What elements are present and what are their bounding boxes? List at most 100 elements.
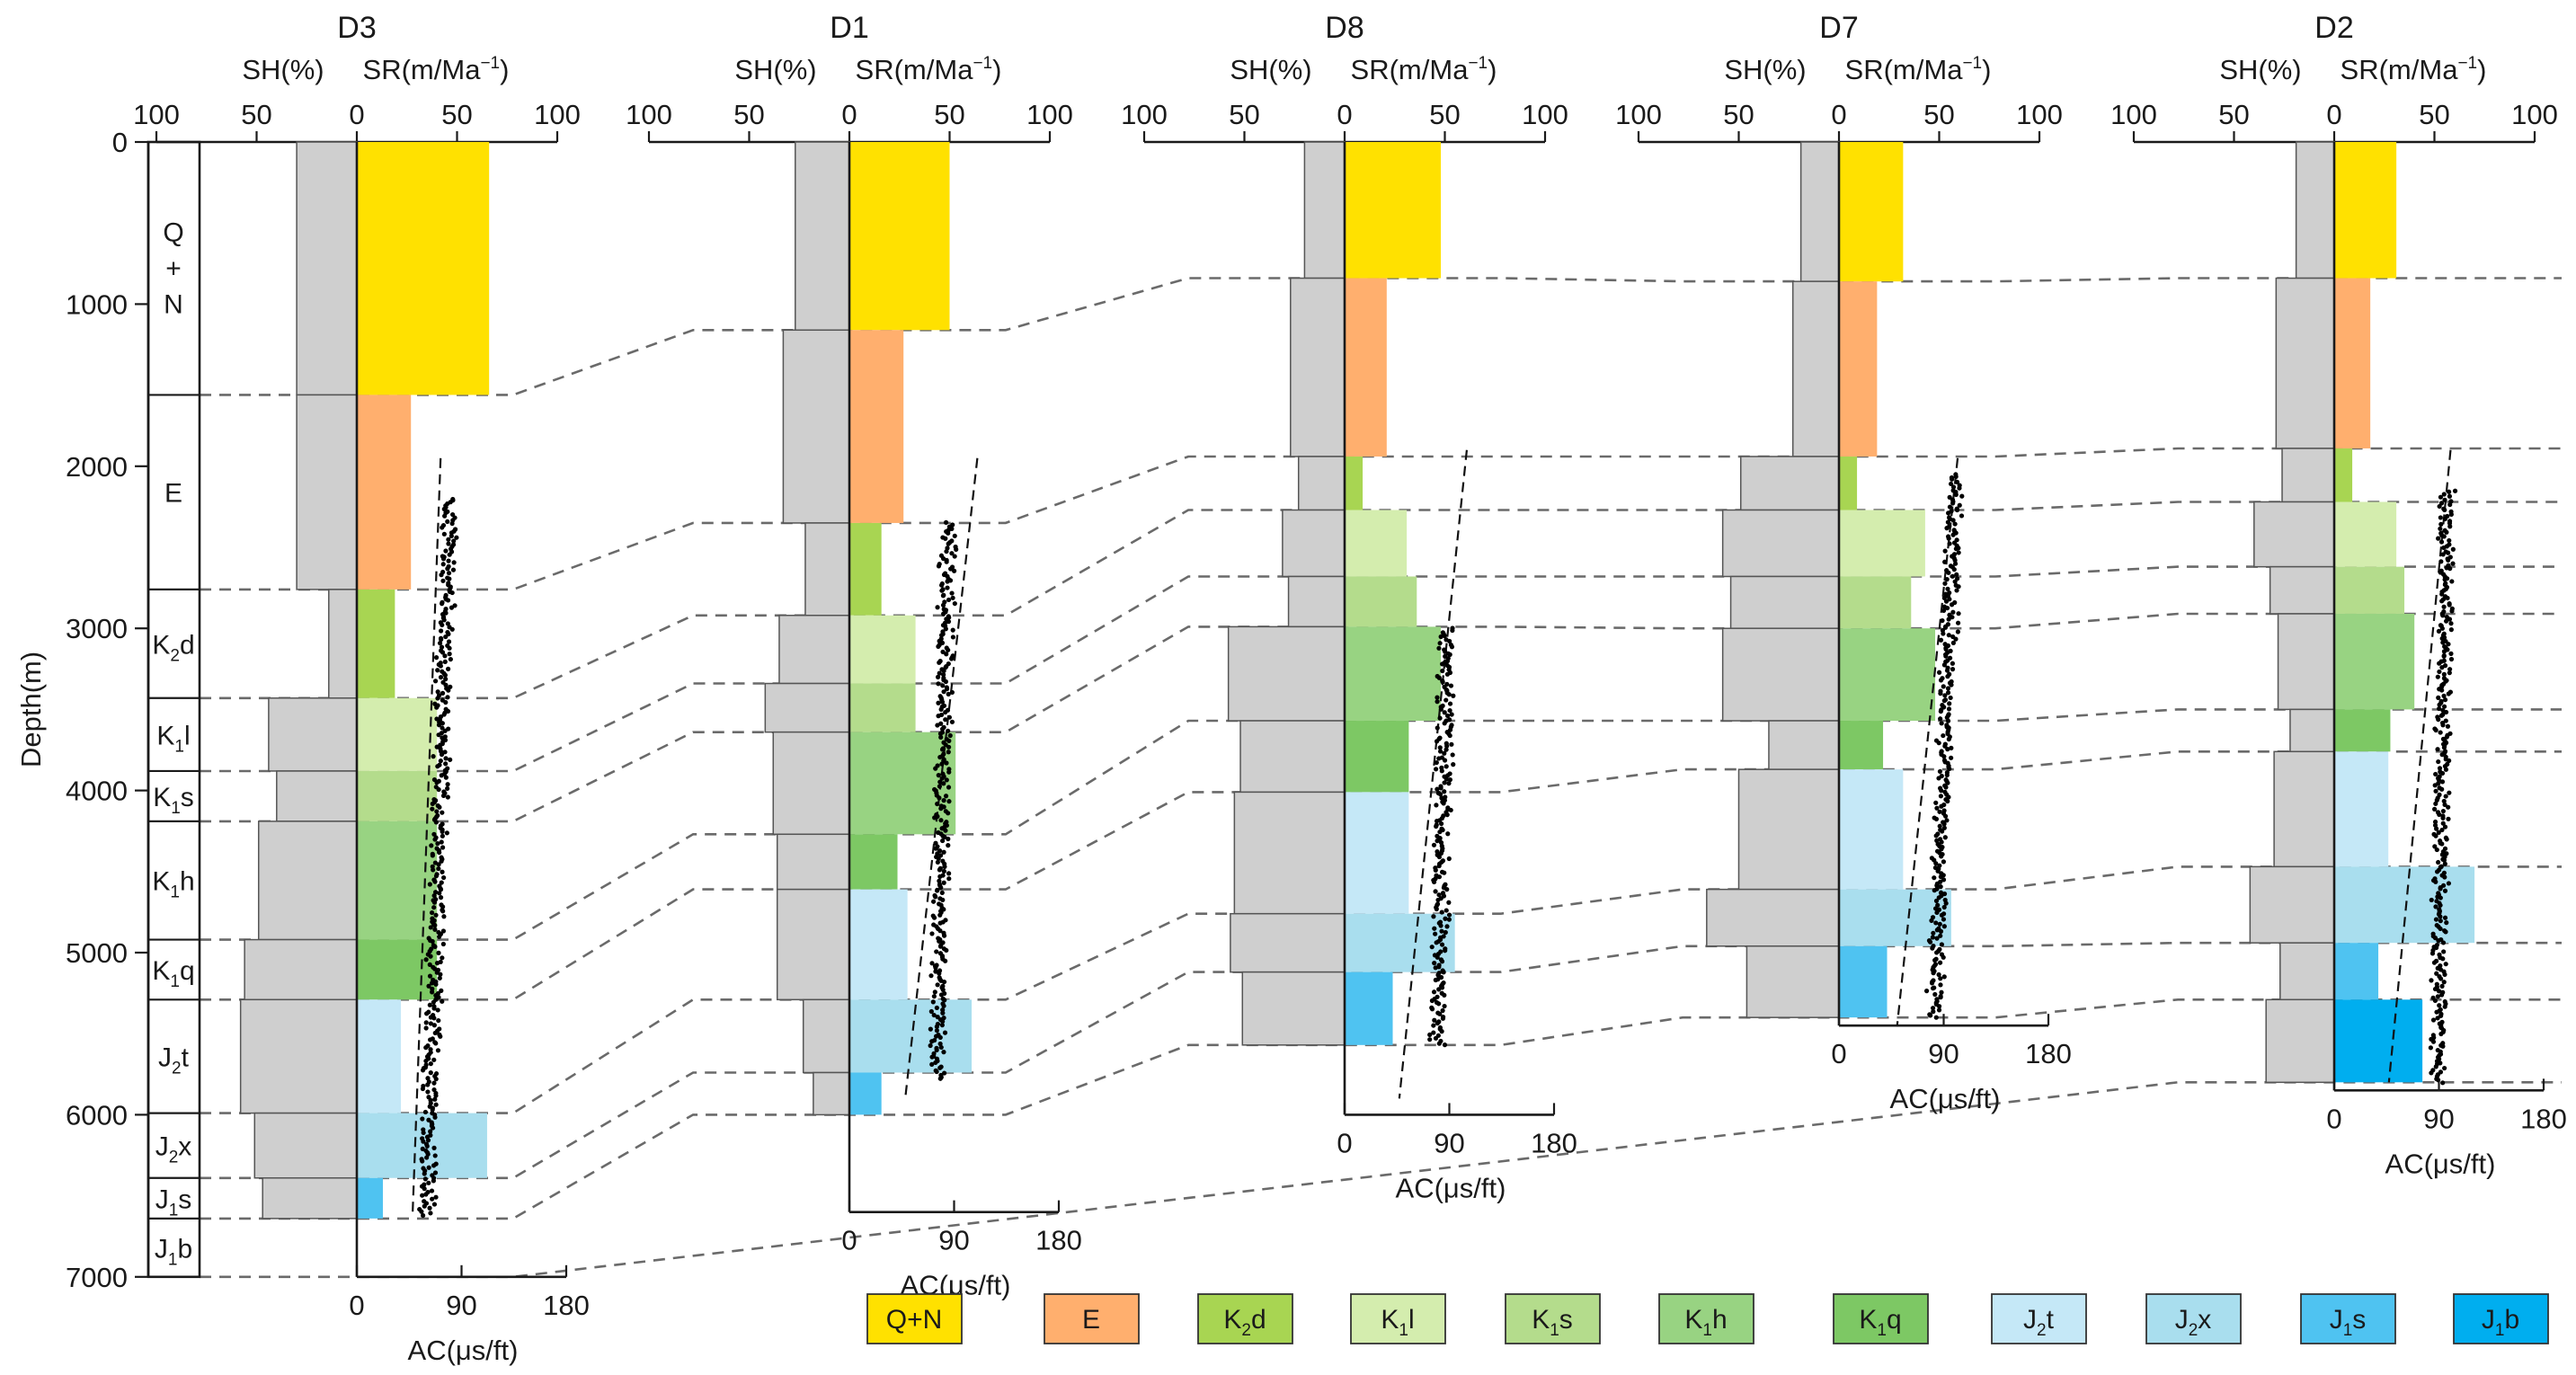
ac-point bbox=[1959, 493, 1965, 499]
ac-point bbox=[446, 666, 451, 671]
ac-point bbox=[2439, 665, 2445, 670]
ac-point bbox=[936, 856, 941, 861]
ac-point bbox=[1934, 883, 1940, 888]
ac-point bbox=[442, 653, 448, 659]
sh-bar-qn bbox=[2295, 141, 2335, 279]
ac-point bbox=[437, 804, 442, 810]
strat-label-k1l: K1l bbox=[156, 721, 190, 756]
ac-point bbox=[1950, 573, 1955, 579]
ac-point bbox=[1438, 785, 1443, 791]
ac-point bbox=[1938, 995, 1943, 1000]
ac-scatter bbox=[928, 519, 959, 1081]
ac-point bbox=[1440, 668, 1445, 674]
ac-point bbox=[427, 1002, 432, 1007]
ac-point bbox=[940, 987, 946, 992]
ac-axis-tick-label: 0 bbox=[841, 1225, 857, 1256]
ac-point bbox=[423, 957, 429, 962]
sh-bar-k1q bbox=[244, 938, 358, 1001]
sr-axis-title: SR(m/Ma−1) bbox=[2341, 54, 2487, 85]
ac-point bbox=[2435, 747, 2440, 752]
ac-point bbox=[433, 1077, 439, 1082]
ac-point bbox=[419, 1209, 424, 1214]
ac-point bbox=[2447, 489, 2452, 494]
ac-point bbox=[1450, 627, 1455, 634]
ac-point bbox=[2438, 895, 2443, 900]
top-axis-tick-label: 0 bbox=[1337, 99, 1352, 130]
ac-point bbox=[2441, 534, 2447, 539]
sh-bar-j1s bbox=[1745, 945, 1840, 1018]
ac-point bbox=[2435, 994, 2440, 999]
ac-axis-tick-label: 0 bbox=[1337, 1127, 1352, 1158]
ac-point bbox=[1443, 916, 1448, 921]
ac-point bbox=[442, 750, 448, 755]
ac-point bbox=[433, 1041, 439, 1046]
ac-point bbox=[1937, 823, 1942, 829]
ac-point bbox=[943, 519, 949, 525]
ac-point bbox=[937, 867, 943, 873]
ac-point bbox=[949, 590, 955, 596]
sh-bar-e bbox=[2275, 277, 2335, 449]
ac-point bbox=[943, 717, 948, 723]
ac-point bbox=[1449, 712, 1454, 717]
ac-point bbox=[2441, 704, 2447, 709]
ac-point bbox=[1446, 692, 1452, 697]
ac-point bbox=[440, 525, 445, 530]
ac-point bbox=[946, 750, 951, 755]
ac-point bbox=[428, 1070, 433, 1076]
ac-point bbox=[1942, 743, 1948, 749]
ac-point bbox=[941, 672, 946, 678]
ac-point bbox=[1443, 747, 1449, 752]
ac-point bbox=[1948, 481, 1954, 487]
ac-point bbox=[2429, 897, 2434, 903]
correlation-line-k1s bbox=[200, 612, 2562, 823]
ac-point bbox=[2443, 767, 2449, 772]
ac-point bbox=[1946, 633, 1951, 638]
ac-point bbox=[1436, 675, 1442, 680]
ac-point bbox=[1939, 788, 1944, 794]
ac-point bbox=[952, 533, 957, 538]
top-axis-tick-label: 100 bbox=[1026, 99, 1073, 130]
ac-point bbox=[2440, 1080, 2446, 1086]
ac-point bbox=[431, 892, 437, 899]
ac-point bbox=[1933, 816, 1940, 822]
ac-point bbox=[2442, 915, 2448, 920]
ac-point bbox=[950, 627, 955, 633]
ac-point bbox=[1444, 887, 1450, 892]
ac-point bbox=[440, 556, 447, 562]
ac-point bbox=[947, 732, 953, 739]
strat-label-n: N bbox=[164, 290, 183, 320]
well-title: D3 bbox=[337, 11, 376, 45]
ac-point bbox=[941, 1050, 946, 1055]
ac-point bbox=[946, 843, 951, 848]
ac-point bbox=[439, 858, 444, 864]
ac-point bbox=[450, 567, 457, 572]
ac-point bbox=[2442, 1065, 2447, 1071]
sh-bar-j2t bbox=[1233, 791, 1346, 915]
ac-point bbox=[1937, 960, 1943, 965]
top-axis-tick-label: 50 bbox=[934, 99, 964, 130]
ac-point bbox=[1951, 567, 1957, 572]
ac-point bbox=[1446, 912, 1452, 918]
ac-point bbox=[443, 761, 449, 767]
ac-point bbox=[937, 874, 943, 879]
ac-point bbox=[1941, 631, 1946, 636]
ac-point bbox=[942, 864, 947, 869]
ac-axis-tick-label: 90 bbox=[1434, 1127, 1464, 1158]
top-axis-tick-label: 50 bbox=[1229, 99, 1259, 130]
ac-point bbox=[1934, 936, 1940, 941]
ac-point bbox=[1932, 957, 1938, 963]
ac-point bbox=[436, 786, 441, 793]
ac-point bbox=[1437, 749, 1443, 754]
ac-point bbox=[2440, 552, 2446, 557]
correlation-line-k1l bbox=[200, 565, 2562, 773]
ac-point bbox=[438, 971, 443, 977]
ac-point bbox=[2447, 667, 2453, 672]
ac-point bbox=[431, 1016, 437, 1021]
ac-point bbox=[1437, 829, 1443, 835]
ac-point bbox=[2444, 734, 2449, 740]
ac-point bbox=[1950, 661, 1955, 666]
sh-bar-j1s bbox=[2279, 942, 2335, 1001]
sh-bar-k2d bbox=[1297, 456, 1346, 511]
ac-point bbox=[432, 1030, 438, 1036]
ac-point bbox=[422, 1203, 427, 1209]
